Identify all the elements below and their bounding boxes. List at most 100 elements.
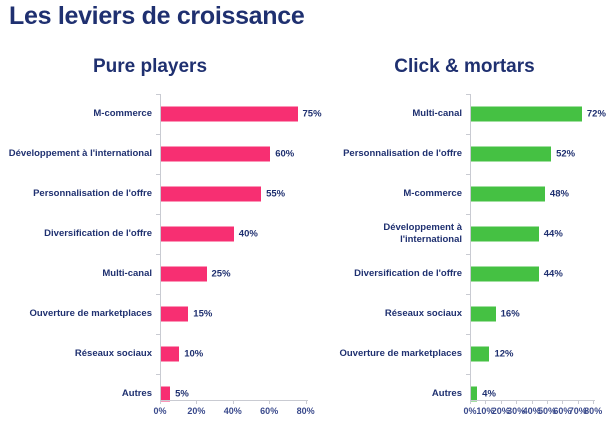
- bar-value-label: 12%: [494, 348, 514, 360]
- x-axis-line: [470, 400, 596, 401]
- x-tick-mark: [269, 400, 271, 404]
- bar-row: Ouverture de marketplaces 15%: [0, 294, 320, 334]
- y-tick-mark: [156, 334, 160, 335]
- y-tick-mark: [466, 134, 470, 135]
- chart-panel-click-mortars: Click & mortars Multi-canal 72% Personnali…: [320, 0, 609, 436]
- y-tick-mark: [466, 334, 470, 335]
- category-label: Diversification de l'offre: [354, 268, 462, 279]
- x-tick-label: 80%: [584, 406, 603, 416]
- category-label: Multi-canal: [412, 108, 462, 119]
- bar-row: Diversification de l'offre 40%: [0, 214, 320, 254]
- y-tick-mark: [466, 94, 470, 95]
- bar[interactable]: [161, 146, 271, 162]
- y-tick-mark: [466, 174, 470, 175]
- category-label: Développement à l'international: [8, 148, 152, 159]
- bar-value-label: 52%: [556, 148, 576, 160]
- x-tick-mark: [593, 400, 595, 404]
- category-label: Autres: [121, 388, 152, 399]
- bar[interactable]: [161, 186, 262, 202]
- x-tick-mark: [470, 400, 471, 404]
- x-tick-label: 80%: [296, 406, 315, 416]
- x-tick-mark: [500, 400, 502, 404]
- x-tick-label: 60%: [260, 406, 279, 416]
- bar-value-label: 75%: [302, 108, 322, 120]
- category-label: Personnalisation de l'offre: [343, 148, 462, 159]
- y-tick-mark: [466, 294, 470, 295]
- category-label: M-commerce: [403, 188, 462, 199]
- x-tick-label: 40%: [522, 406, 541, 416]
- y-tick-mark: [156, 254, 160, 255]
- bar-row: Autres 4%: [320, 374, 609, 414]
- bar-value-label: 44%: [543, 228, 563, 240]
- x-tick-mark: [531, 400, 533, 404]
- bar[interactable]: [471, 306, 496, 322]
- bar[interactable]: [471, 266, 539, 282]
- category-label: Ouverture de marketplaces: [29, 308, 152, 319]
- bar[interactable]: [161, 106, 298, 122]
- y-tick-mark: [156, 94, 160, 95]
- x-tick-label: 50%: [537, 406, 557, 416]
- bar-value-label: 10%: [184, 348, 204, 360]
- x-tick-label: 20%: [491, 406, 510, 416]
- x-tick-mark: [305, 400, 307, 404]
- x-tick-mark: [232, 400, 234, 404]
- x-tick-label: 20%: [187, 406, 206, 416]
- bar[interactable]: [471, 386, 478, 402]
- category-label: Autres: [431, 388, 462, 399]
- bar-row: Autres 5%: [0, 374, 320, 414]
- x-tick-mark: [196, 400, 198, 404]
- bar[interactable]: [161, 346, 180, 362]
- bar-chart-click-mortars: Multi-canal 72% Personnalisation de l'offr…: [320, 94, 609, 416]
- bar-value-label: 55%: [266, 188, 286, 200]
- category-label: Réseaux sociaux: [74, 348, 152, 359]
- page-title: Les leviers de croissance: [9, 2, 305, 30]
- bar-row: Développement à l'international 44%: [320, 214, 609, 254]
- y-tick-mark: [466, 214, 470, 215]
- bar[interactable]: [471, 186, 545, 202]
- x-tick-mark: [562, 400, 564, 404]
- x-tick-mark: [160, 400, 161, 404]
- bar-row: M-commerce 75%: [0, 94, 322, 134]
- bar[interactable]: [161, 306, 189, 322]
- bar[interactable]: [471, 146, 552, 162]
- bar-value-label: 15%: [193, 308, 213, 320]
- bar-row: Ouverture de marketplaces 12%: [320, 334, 609, 374]
- y-axis-line-right: [470, 94, 471, 400]
- bar[interactable]: [471, 346, 490, 362]
- bar-row: Diversification de l'offre 44%: [320, 254, 609, 294]
- bar-row: Réseaux sociaux 16%: [320, 294, 609, 334]
- bar-value-label: 60%: [275, 148, 295, 160]
- x-tick-label: 40%: [223, 406, 242, 416]
- bar-value-label: 4%: [482, 388, 496, 400]
- bar-value-label: 5%: [175, 388, 189, 400]
- bar-value-label: 48%: [549, 188, 569, 200]
- bar[interactable]: [161, 226, 234, 242]
- bar[interactable]: [471, 226, 539, 242]
- x-axis-line: [160, 400, 308, 401]
- bar[interactable]: [161, 386, 171, 402]
- bar-row: Personnalisation de l'offre 52%: [320, 134, 609, 174]
- y-tick-mark: [156, 374, 160, 375]
- x-axis-click-mortars: 0% 10% 20% 30% 40% 50% 60% 70% 80%: [320, 400, 609, 418]
- bar[interactable]: [471, 106, 582, 122]
- category-label: Développement à l'international: [383, 222, 462, 245]
- x-tick-mark: [516, 400, 518, 404]
- bar-value-label: 72%: [586, 108, 606, 120]
- bar-value-label: 44%: [543, 268, 563, 280]
- y-tick-mark: [156, 134, 160, 135]
- bar-value-label: 25%: [211, 268, 231, 280]
- x-axis-pure-players: 0% 20% 40% 60% 80%: [0, 400, 320, 418]
- bar-row: Développement à l'international 60%: [0, 134, 320, 174]
- x-tick-label: 10%: [476, 406, 495, 416]
- x-tick-label: 0%: [463, 406, 477, 416]
- y-tick-mark: [466, 254, 470, 255]
- y-tick-mark: [156, 174, 160, 175]
- chart-title-click-mortars: Click & mortars: [394, 56, 535, 77]
- category-label: M-commerce: [93, 108, 152, 119]
- bar[interactable]: [161, 266, 207, 282]
- chart-panel-pure-players: Pure players M-commerce 75% Développement …: [0, 56, 322, 418]
- category-label: Ouverture de marketplaces: [339, 348, 462, 359]
- bar-row: M-commerce 48%: [320, 174, 609, 214]
- x-tick-label: 0%: [153, 406, 167, 416]
- x-tick-label: 60%: [553, 406, 572, 416]
